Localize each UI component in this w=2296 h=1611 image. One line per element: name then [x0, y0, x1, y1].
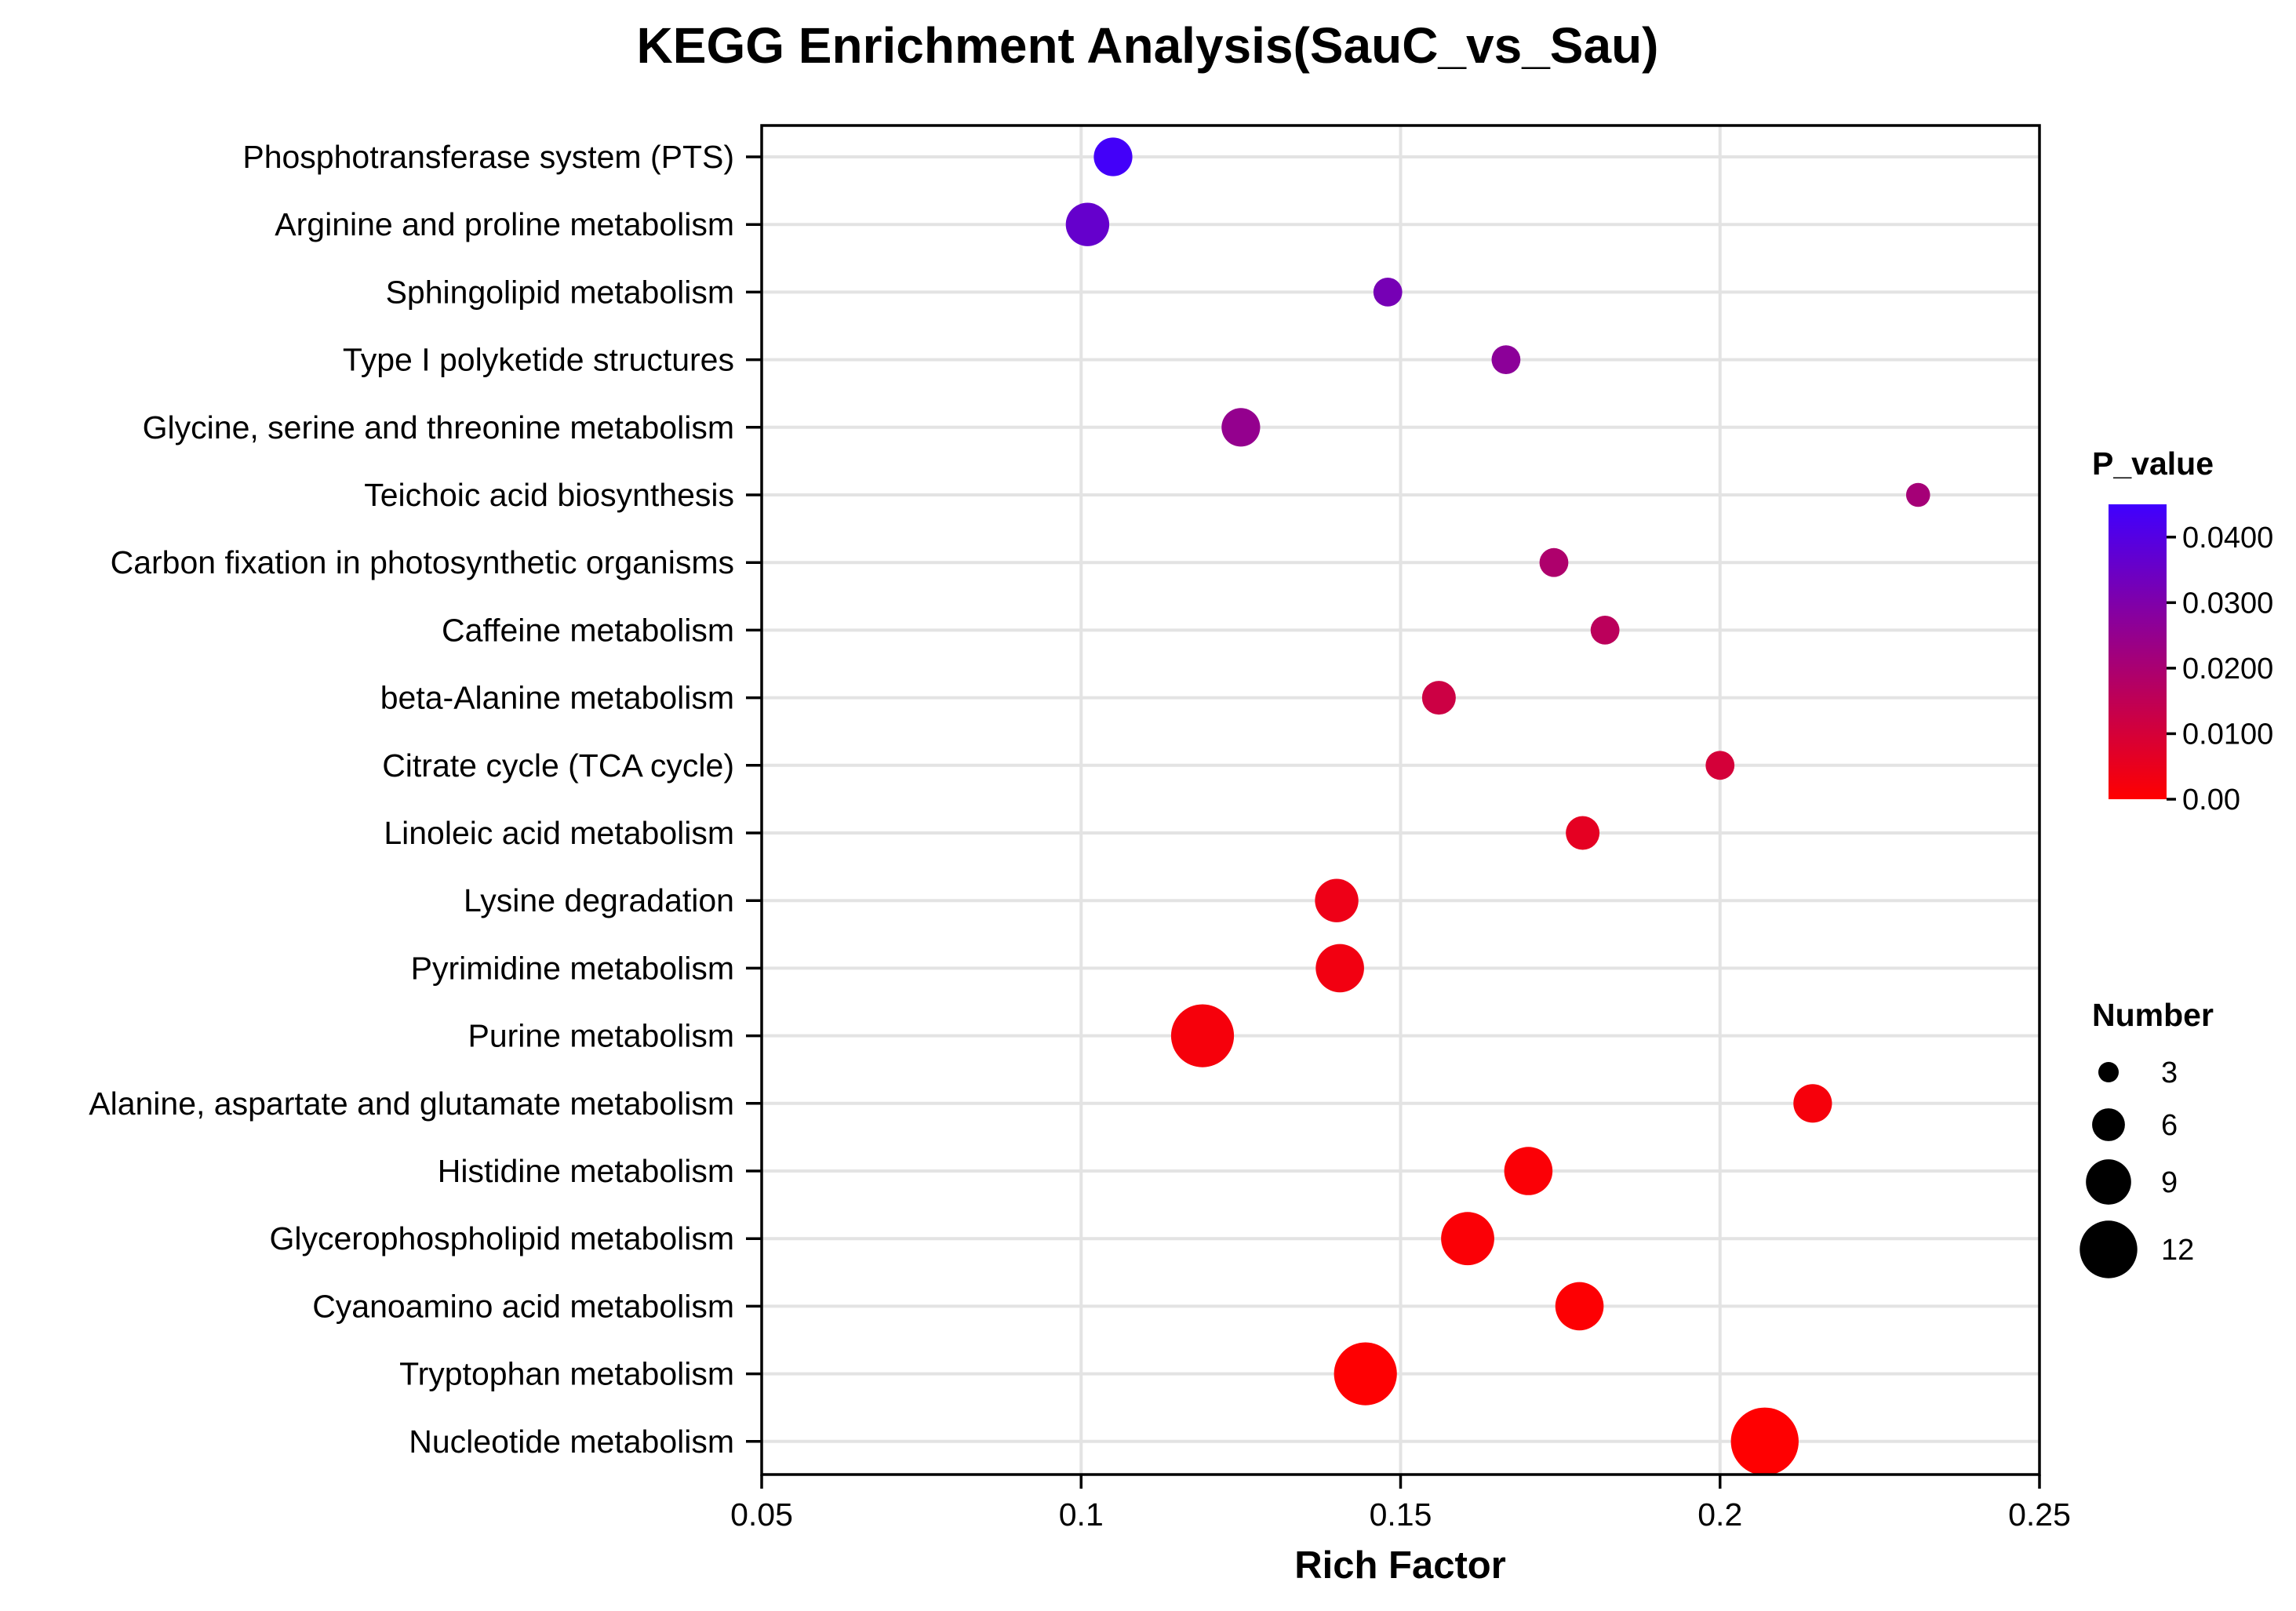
p-value-colorbar: [2109, 504, 2167, 799]
y-tick-label: Glycerophospholipid metabolism: [269, 1220, 734, 1256]
number-legend-items: 3 6 9 12: [2079, 1056, 2194, 1278]
y-tick-label: Sphingolipid metabolism: [386, 274, 734, 310]
data-point: [1566, 816, 1600, 850]
chart-title: KEGG Enrichment Analysis(SauC_vs_Sau): [637, 17, 1659, 74]
size-legend-dot: [2079, 1220, 2138, 1278]
data-point: [1315, 878, 1359, 922]
y-axis-labels: Phosphotransferase system (PTS) Arginine …: [89, 139, 762, 1460]
y-tick-label: Purine metabolism: [468, 1018, 734, 1054]
data-point: [1065, 202, 1110, 246]
colorbar-tick-label: 0.0300: [2182, 587, 2273, 620]
data-point: [1730, 1407, 1799, 1476]
y-tick-label: Phosphotransferase system (PTS): [242, 139, 734, 175]
x-tick-label: 0.25: [2008, 1496, 2071, 1533]
size-legend-label: 12: [2161, 1234, 2194, 1267]
data-point: [1905, 482, 1930, 507]
colorbar-tick-label: 0.00: [2182, 784, 2240, 816]
data-point: [1539, 547, 1569, 577]
colorbar-tick-label: 0.0100: [2182, 718, 2273, 751]
y-tick-label: Arginine and proline metabolism: [275, 206, 734, 242]
number-legend-title: Number: [2092, 997, 2214, 1033]
data-point: [1315, 944, 1364, 993]
size-legend-dot: [2098, 1061, 2120, 1083]
size-legend-label: 9: [2161, 1166, 2178, 1199]
x-tick-label: 0.05: [730, 1496, 793, 1533]
y-tick-label: Pyrimidine metabolism: [411, 950, 734, 986]
y-tick-label: Lysine degradation: [464, 882, 734, 918]
data-point: [1705, 751, 1735, 780]
number-legend: Number 3 6 9 12: [2079, 997, 2214, 1278]
x-axis-label: Rich Factor: [1294, 1544, 1506, 1587]
size-legend-label: 3: [2161, 1056, 2178, 1089]
data-point: [1373, 278, 1403, 307]
y-tick-label: Linoleic acid metabolism: [384, 815, 734, 851]
data-point: [1334, 1342, 1397, 1406]
size-legend-label: 6: [2161, 1109, 2178, 1142]
y-tick-label: Citrate cycle (TCA cycle): [382, 747, 734, 784]
y-tick-label: beta-Alanine metabolism: [380, 680, 734, 716]
y-tick-label: Nucleotide metabolism: [409, 1424, 734, 1460]
y-tick-label: Alanine, aspartate and glutamate metabol…: [89, 1086, 734, 1122]
data-point: [1793, 1084, 1832, 1123]
y-tick-label: Type I polyketide structures: [343, 342, 734, 378]
y-tick-label: Caffeine metabolism: [442, 612, 734, 648]
y-tick-label: Carbon fixation in photosynthetic organi…: [111, 544, 734, 580]
data-point: [1555, 1282, 1604, 1331]
size-legend-dot: [2092, 1108, 2125, 1141]
colorbar-tick-label: 0.0400: [2182, 522, 2273, 555]
x-tick-label: 0.2: [1697, 1496, 1742, 1533]
data-point: [1504, 1147, 1553, 1195]
p-value-legend-ticks: 0.00 0.0100 0.0200 0.0300 0.0400: [2167, 522, 2273, 816]
data-point: [1441, 1212, 1494, 1266]
y-tick-label: Glycine, serine and threonine metabolism: [143, 409, 734, 445]
y-tick-label: Teichoic acid biosynthesis: [364, 477, 734, 513]
x-axis-ticks: 0.05 0.1 0.15 0.2 0.25: [730, 1475, 2071, 1533]
x-tick-label: 0.1: [1059, 1496, 1104, 1533]
y-tick-label: Histidine metabolism: [438, 1153, 734, 1189]
x-tick-label: 0.15: [1370, 1496, 1432, 1533]
grid-lines: [762, 125, 2039, 1475]
y-tick-label: Cyanoamino acid metabolism: [312, 1288, 734, 1324]
data-point: [1170, 1004, 1235, 1067]
p-value-legend-title: P_value: [2092, 445, 2214, 482]
data-point: [1221, 408, 1261, 447]
data-point: [1491, 345, 1521, 374]
data-points: [1065, 137, 1930, 1476]
data-point: [1590, 616, 1620, 645]
data-point: [1421, 681, 1456, 715]
colorbar-tick-label: 0.0200: [2182, 653, 2273, 685]
data-point: [1093, 137, 1133, 176]
size-legend-dot: [2086, 1159, 2131, 1205]
p-value-legend: P_value 0.00 0.0100 0.0200 0.0300 0.0400: [2092, 445, 2273, 816]
y-tick-label: Tryptophan metabolism: [399, 1356, 734, 1392]
